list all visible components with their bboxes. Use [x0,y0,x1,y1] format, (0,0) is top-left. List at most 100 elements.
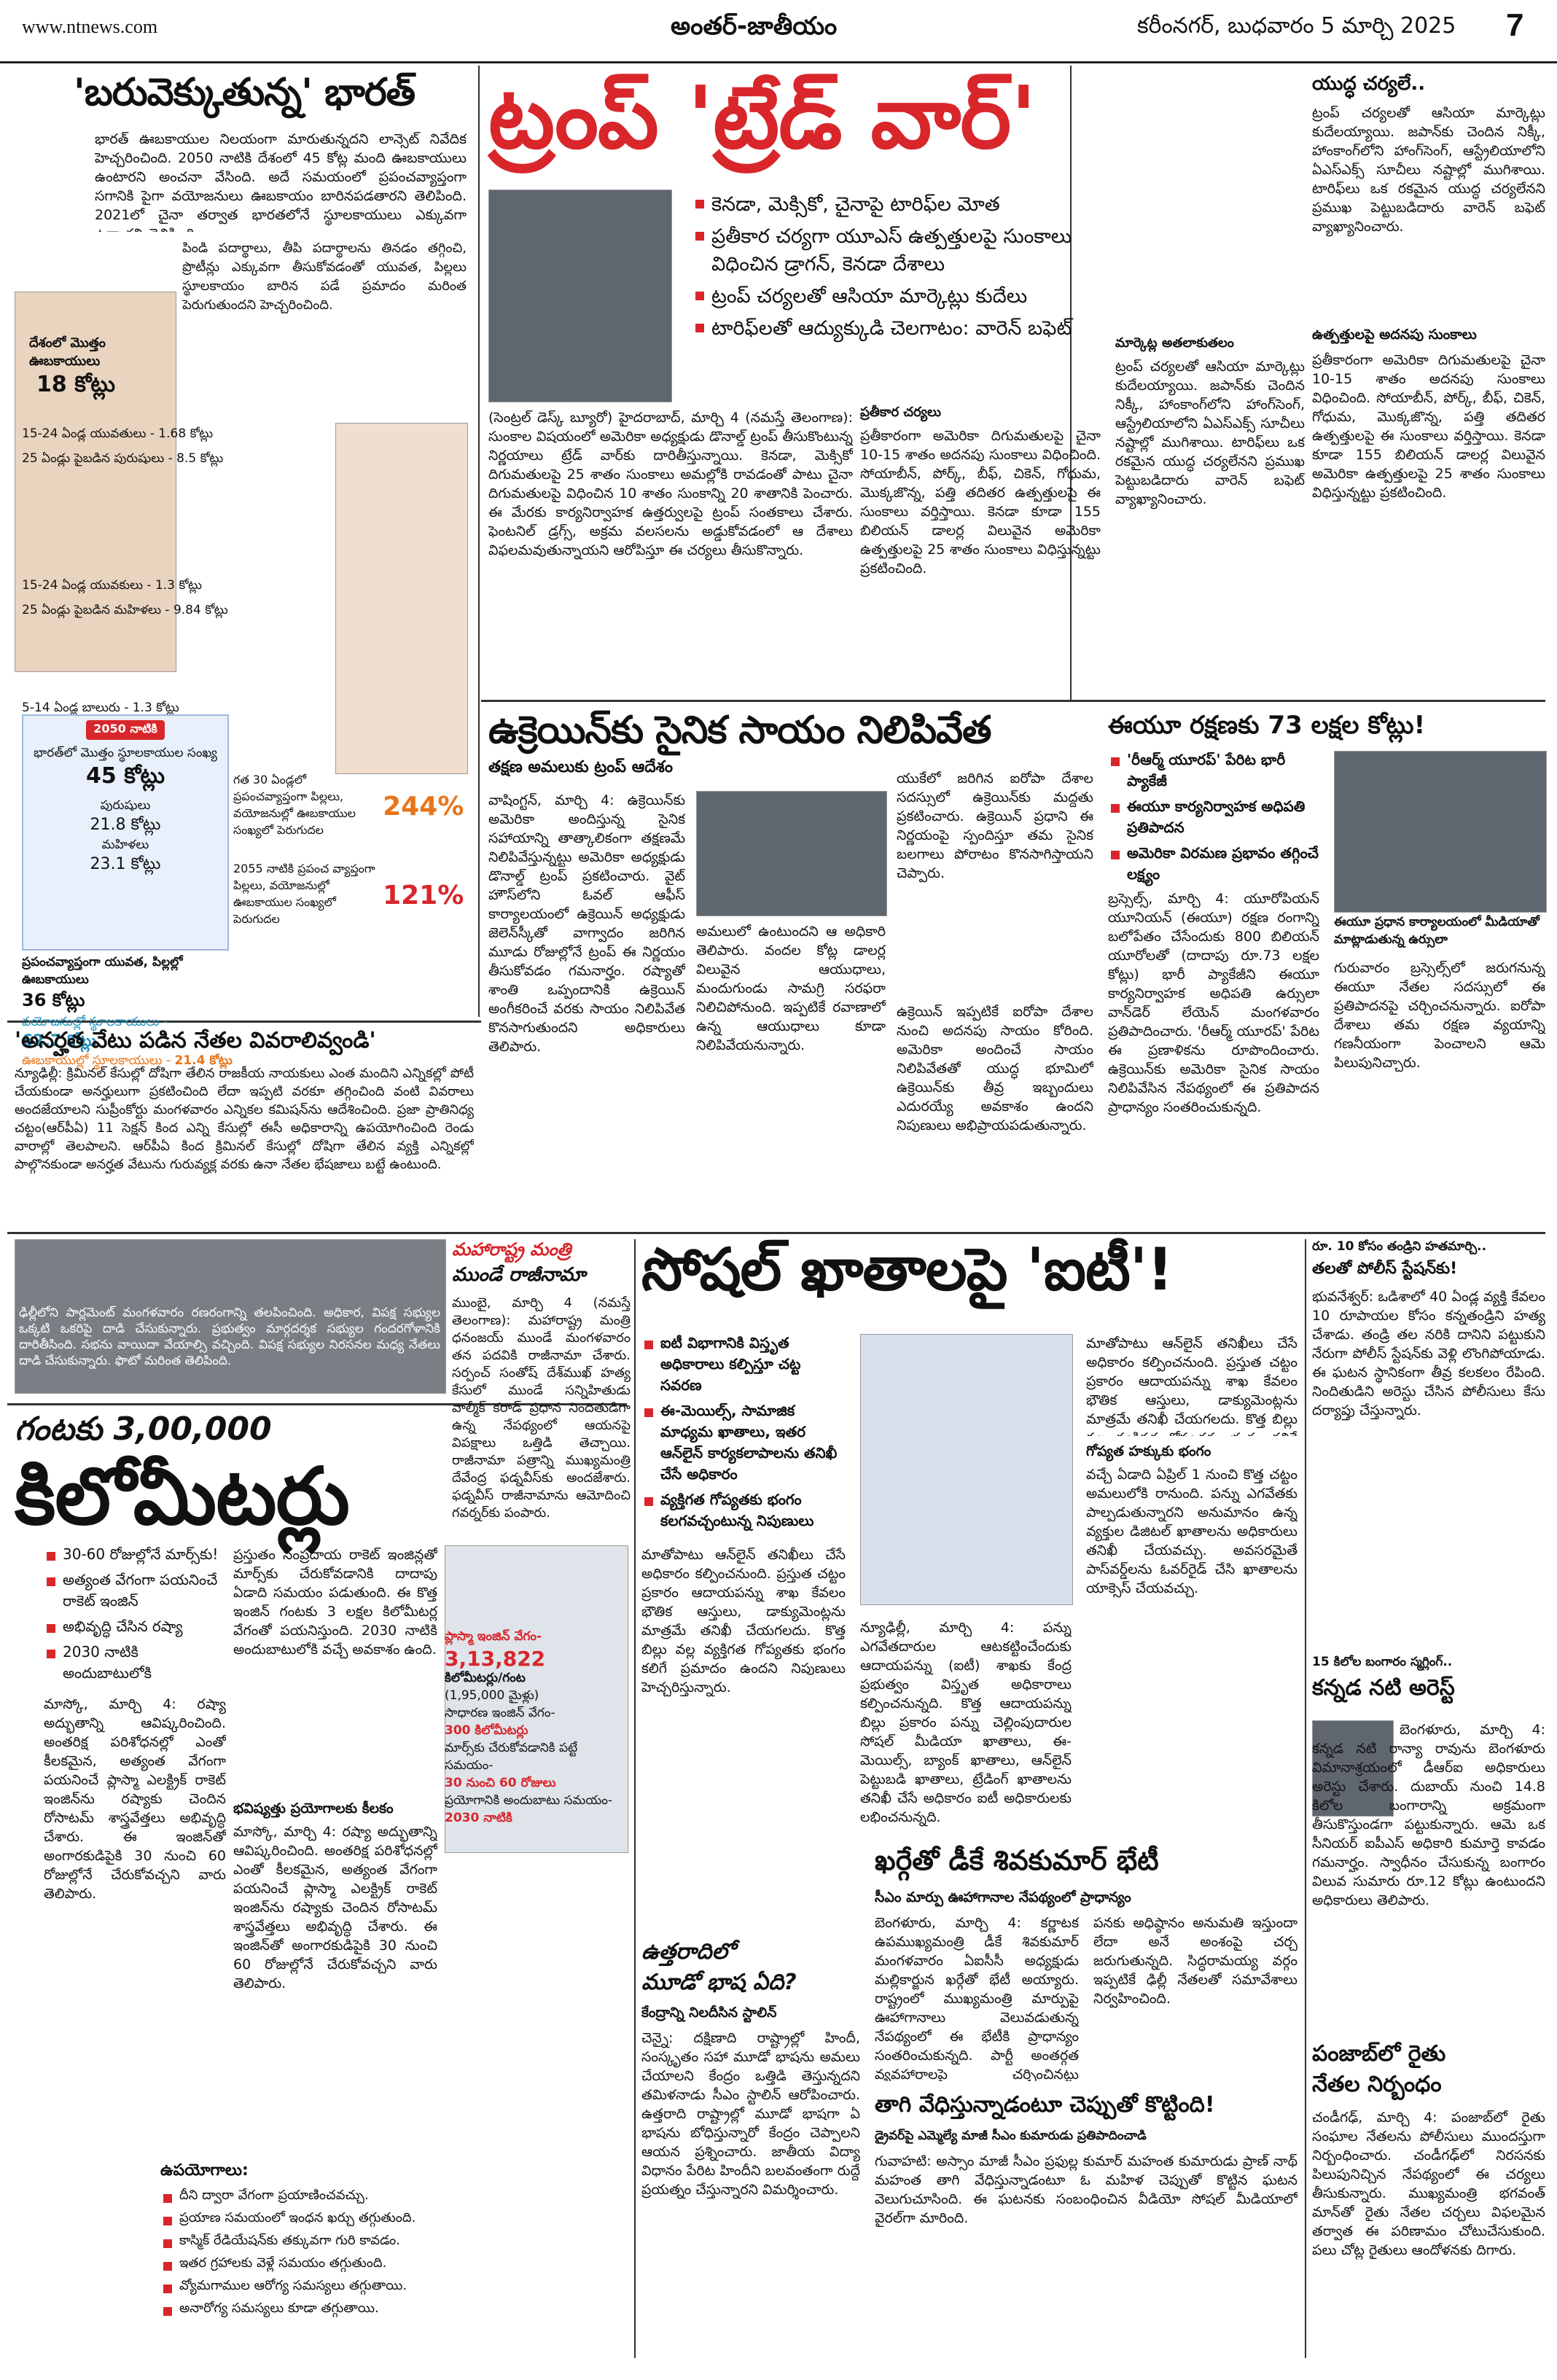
trump-bullet: కెనడా, మెక్సికో, చైనాపై టారిఫ్‌ల మోత [692,193,1101,221]
trump-bullet: టారిఫ్‌లతో ఆద్యుక్కుడి చెలగాటం: వారెన్‌ … [692,317,1101,345]
use-item: కాస్మిక్‌ రేడియేషన్‌కు తక్కువగా గురి కావ… [160,2233,627,2251]
trump-sub1: ప్రతీకార చర్యలు [860,405,942,420]
kharge-body: బెంగళూరు, మార్చి 4: కర్ణాటక ఉపముఖ్యమంత్ర… [875,1915,1079,2081]
pct1-label: గత 30 ఏండ్లలో ప్రపంచవ్యాప్తంగా పిల్లలు, … [233,773,356,837]
eu-photo-caption: ఈయూ ప్రధాన కార్యాలయంలో మీడియాతో మాట్లాడు… [1334,915,1540,947]
punjab-body: చండీగఢ్‌, మార్చి 4: పంజాబ్‌లో రైతు సంఘాల… [1312,2110,1545,2258]
maharashtra-kicker: మహారాష్ట్ర మంత్రి [452,1239,571,1260]
ukraine-body-1: వాషింగ్టన్‌, మార్చి 4: ఉక్రెయిన్‌కు అమెర… [488,792,685,1055]
column-rule [1070,66,1072,700]
plasma-speed: 3,13,822 [445,1647,546,1671]
social-bullet: ఈ-మెయిల్స్‌, సామాజిక మాధ్యమ ఖాతాలు, ఇతర … [641,1402,846,1486]
trump-side-body: ట్రంప్‌ చర్యలతో ఆసియా మార్కెట్లు కుదేలయ్… [1312,105,1545,235]
children-illustration [335,423,468,774]
use-item: ప్రయాణ సమయంలో ఇంధన ఖర్చు తగ్గుతుంది. [160,2210,627,2228]
y2050-label: 2050 నాటికి [86,720,165,740]
plasma-bullet: అభివృద్ధి చేసిన రష్యా [44,1618,226,1639]
obese-value: 21.4 కోట్లు [174,1053,233,1068]
section-title: అంతర్‌-జాతీయం [671,12,838,41]
trump-bullet: ట్రంప్‌ చర్యలతో ఆసియా మార్కెట్లు కుదేలు [692,285,1101,313]
uttaradi-headline: మూడో భాష ఏది? [641,1970,797,1995]
y2050-box: 2050 నాటికి భారత్‌లో మొత్తం స్థూలకాయుల స… [22,714,229,951]
social-body-1: న్యూఢిల్లీ, మార్చి 4: పన్ను ఎగవేతదారుల ఆ… [860,1620,1072,1825]
india-body: భారత్‌ ఊబకాయుల నిలయంగా మారుతున్నదని లాన్… [95,131,467,232]
trump-sub3: ఉత్పత్తులపై అదనపు సుంకాలు [1312,327,1477,343]
kharge-subhead: సీఎం మార్పు ఊహాగానాల నేపథ్యంలో ప్రాధాన్య… [875,1889,1131,1905]
world-stats: ప్రపంచవ్యాప్తంగా యువత, పిల్లల్లో ఊబకాయుల… [22,955,233,1054]
kannada-kicker: 15 కిలోల బంగారం స్మగ్లింగ్‌.. [1312,1655,1453,1669]
use-item: అనారోగ్య సమస్యలు కూడా తగ్గుతాయి. [160,2301,627,2319]
ukraine-article: ఉక్రెయిన్‌కు సైనిక సాయం నిలిపివేత తక్షణ … [488,711,1101,1225]
plasma-body-1: మాస్కో, మార్చి 4: రష్యా అద్భుతాన్ని ఆవిష… [44,1696,226,1902]
drunk-harassment-article: తాగి వేధిస్తున్నాడంటూ చెప్పుతో కొట్టింది… [875,2092,1298,2358]
uttaradi-subhead: కేంద్రాన్ని నిలదీసిన స్టాలిన్‌ [641,2005,777,2021]
use-item: ఇతర గ్రహాలకు వెళ్లే సమయం తగ్గుతుంది. [160,2255,627,2274]
country-total: 18 కోట్లు [36,372,115,397]
column-rule [478,66,480,1017]
trump-body-3: ట్రంప్‌ చర్యలతో ఆసియా మార్కెట్లు కుదేలయ్… [1115,359,1305,507]
social-bullet: ఐటీ విభాగానికి విస్తృత అధికారాలు కల్పిస్… [641,1334,846,1397]
plasma-bullet: 30-60 రోజుల్లోనే మార్స్‌కు! [44,1545,226,1566]
uttaradi-kicker: ఉత్తరాదిలో [641,1939,735,1965]
trump-side-column: యుద్ధ చర్యలే.. ట్రంప్‌ చర్యలతో ఆసియా మార… [1312,73,1545,696]
trump-sub2: మార్కెట్ల అతలాకుతలం [1115,335,1234,351]
plasma-body-3: మాస్కో, మార్చి 4: రష్యా అద్భుతాన్ని ఆవిష… [233,1824,437,1991]
pct1-value: 244% [383,791,464,822]
eu-headline: ఈయూ రక్షణకు 73 లక్షల కోట్లు! [1108,711,1426,740]
tagi-headline: తాగి వేధిస్తున్నాడంటూ చెప్పుతో కొట్టింది… [875,2092,1215,2118]
plasma-uses: ఉపయోగాలు: దీని ద్వారా వేగంగా ప్రయాణించవచ… [160,2161,627,2323]
site-url[interactable]: www.ntnews.com [22,16,158,37]
eu-bullet: 'రీఆర్మ్‌ యూరప్‌' పేరిట భారీ ప్యాకేజీ [1108,751,1319,793]
trump-bullets: కెనడా, మెక్సికో, చైనాపై టారిఫ్‌ల మోత ప్ర… [692,193,1101,349]
trump-side-body-2: ప్రతీకారంగా అమెరికా దిగుమతులపై చైనా 10-1… [1312,352,1545,501]
use-item: దీని ద్వారా వేగంగా ప్రయాణించవచ్చు. [160,2188,627,2206]
maharashtra-article: మహారాష్ట్ర మంత్రి ముండే రాజీనామా ముంబై, … [452,1239,631,1622]
punjab-headline-2: నేతల నిర్బంధం [1312,2072,1442,2097]
punjab-headline-1: పంజాబ్‌లో రైతు [1312,2041,1446,2067]
ukraine-body-4: ఉక్రెయిన్‌ ఇప్పటికే ఐరోపా దేశాల నుంచి అద… [897,1004,1093,1134]
father-murder-article: రూ. 10 కోసం తండ్రిని హతమార్చి.. తలతో పోల… [1312,1239,1545,1647]
eu-bullet: అమెరికా విరమణ ప్రభావం తగ్గించే లక్ష్యం [1108,844,1319,886]
disqualification-article: 'అనర్హత వేటు పడిన నేతల వివరాలివ్వండి' న్… [15,1028,474,1228]
social-body-3: మాతోపాటు ఆన్‌లైన్‌ తనిఖీలు చేసే అధికారం … [1086,1335,1298,1436]
rocket-illustration [445,1545,628,1853]
third-language-article: ఉత్తరాదిలో మూడో భాష ఏది? కేంద్రాన్ని నిల… [641,1939,860,2358]
dateline: కరీంనగర్‌, బుధవారం 5 మార్చి 2025 [1137,13,1456,39]
anarhata-body: న్యూఢిల్లీ: క్రిమినల్‌ కేసుల్లో దోషిగా త… [15,1066,474,1172]
men-value: 21.8 కోట్లు [90,816,161,834]
men-label: పురుషులు [100,798,151,813]
police-headline: తలతో పోలీస్‌ స్టేషన్‌కు! [1312,1260,1458,1278]
plasma-sub: భవిష్యత్తు ప్రయోగాలకు కీలకం [233,1800,394,1817]
maharashtra-body: ముంబై, మార్చి 4 (నమస్తే తెలంగాణ): మహారాష… [452,1295,631,1521]
social-body-1b: మాతోపాటు ఆన్‌లైన్‌ తనిఖీలు చేసే అధికారం … [641,1547,846,1696]
plasma-bullets: 30-60 రోజుల్లోనే మార్స్‌కు! అత్యంత వేగంగ… [44,1545,226,1690]
plasma-bullet: 2030 నాటికి అందుబాటులోకి [44,1643,226,1685]
stat-item: 5-14 ఏండ్ల బాలురు - 1.3 కోట్లు [22,701,179,715]
kharge-body-2: పనకు అధిష్ఠానం అనుమతి ఇస్తుందా లేదా అనే … [1093,1915,1298,2007]
plasma-body-2: ప్రస్తుతం సంప్రదాయ రాకెట్‌ ఇంజిన్లతో మార… [233,1547,437,1658]
pct-stats: గత 30 ఏండ్లలో ప్రపంచవ్యాప్తంగా పిల్లలు, … [233,773,467,929]
obese-figure-illustration [15,292,176,672]
india-side-note: పిండి పదార్థాలు, తీపి పదార్థాలను తినడం త… [182,241,467,313]
adults-label: వయోజనుల్లో స్థూలకాయులు - [22,1015,168,1029]
maharashtra-headline: ముండే రాజీనామా [452,1264,586,1286]
trump-body-1: (సెంట్రల్‌ డెస్క్‌ బ్యూరో) హైదరాబాద్‌, మ… [488,410,853,558]
parliament-photo [15,1239,446,1394]
obese-stats: ఊబకాయుల్లో స్థూలకాయులు - 21.4 కోట్లు [22,1053,233,1071]
plasma-miles: (1,95,000 మైళ్లు) [445,1688,539,1703]
y2050-text: భారత్‌లో మొత్తం స్థూలకాయుల సంఖ్య [34,746,217,760]
kharge-article: ఖర్గేతో డీకే శివకుమార్‌ భేటీ సీఎం మార్పు… [875,1844,1298,2085]
section-divider [7,1403,627,1405]
normal-speed: 300 కిలోమీటర్లు [445,1723,528,1738]
avail-label: ప్రయోగానికి అందుబాటు సమయం- [445,1793,613,1808]
india-obesity-article: 'బరువెక్కుతున్న' భారత్‌ భారత్‌ ఊబకాయుల న… [15,71,474,1068]
india-headline: 'బరువెక్కుతున్న' భారత్‌ [73,71,415,114]
column-rule [634,1239,636,2358]
world-youth: 36 కోట్లు [22,990,85,1010]
page-number: 7 [1506,7,1524,43]
plasma-kicker: గంటకు 3,00,000 [15,1411,272,1448]
actress-photo [1312,1720,1394,1817]
social-bullets: ఐటీ విభాగానికి విస్తృత అధికారాలు కల్పిస్… [641,1334,846,1537]
section-divider [481,700,1545,702]
ukraine-subhead: తక్షణ అమలుకు ట్రంప్‌ ఆదేశం [488,757,674,776]
